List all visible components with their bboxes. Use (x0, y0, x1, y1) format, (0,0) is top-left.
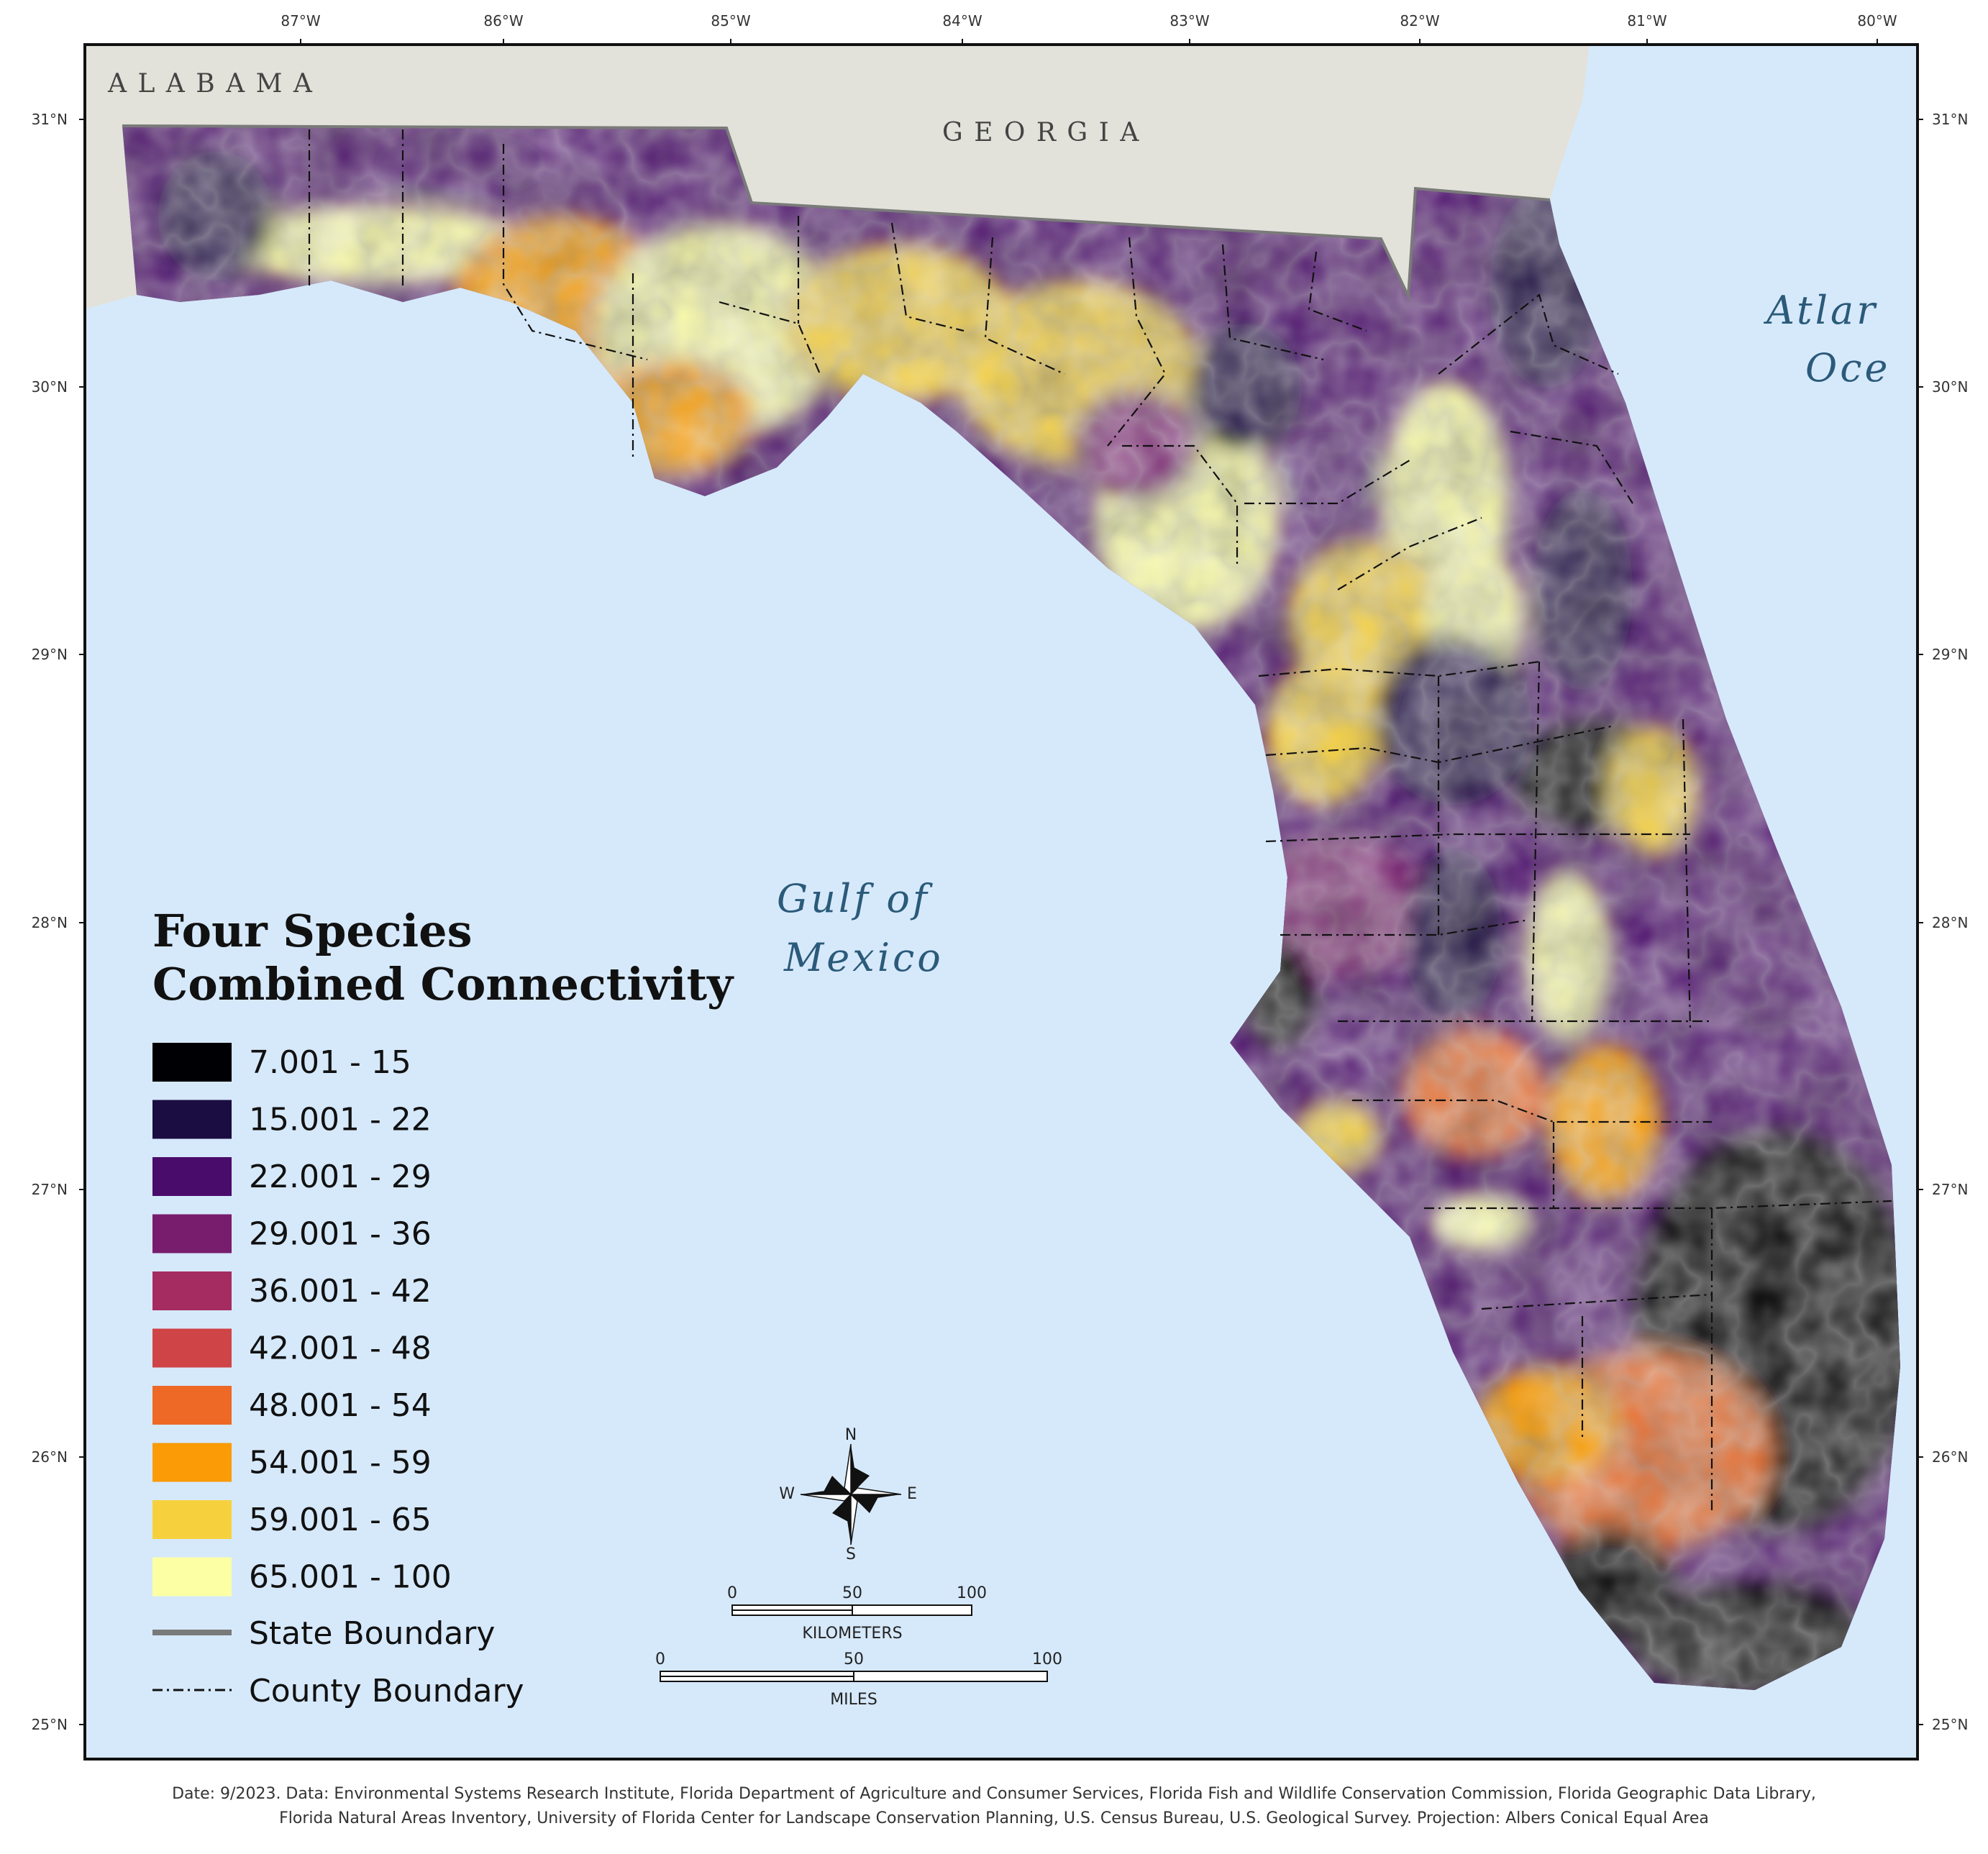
legend-swatch-1 (152, 1100, 232, 1139)
scale-km-0: 0 (727, 1584, 737, 1602)
legend-county-boundary-label: County Boundary (249, 1673, 524, 1709)
legend-class-label-6: 48.001 - 54 (249, 1387, 432, 1424)
state-boundary-line (122, 124, 1551, 302)
lon-label-85w: 85°W (711, 12, 750, 29)
legend-class-label-8: 59.001 - 65 (249, 1502, 432, 1538)
legend-class-label-7: 54.001 - 59 (249, 1445, 432, 1481)
compass-e: E (907, 1485, 917, 1503)
lat-label-31n-left: 31°N (32, 111, 68, 128)
credits-line-1: Date: 9/2023. Data: Environmental System… (172, 1785, 1816, 1803)
legend-class-label-2: 22.001 - 29 (249, 1159, 432, 1195)
lon-label-83w: 83°W (1169, 12, 1209, 29)
lon-label-82w: 82°W (1400, 12, 1439, 29)
lat-label-31n-right: 31°N (1932, 111, 1968, 128)
compass-n: N (845, 1426, 857, 1444)
lon-label-86w: 86°W (483, 12, 523, 29)
legend-swatch-9 (152, 1557, 232, 1597)
lat-label-29n-left: 29°N (32, 646, 68, 663)
lat-label-28n-left: 28°N (32, 914, 68, 931)
scale-mi-0: 0 (655, 1650, 665, 1668)
graticule-ticks (79, 39, 1923, 1725)
alabama-georgia-land (85, 45, 1590, 309)
county-boundaries (308, 129, 1892, 1510)
lat-label-28n-right: 28°N (1932, 914, 1968, 931)
scale-km-100: 100 (957, 1584, 987, 1602)
lat-label-25n-right: 25°N (1932, 1716, 1968, 1733)
compass-s: S (846, 1545, 856, 1563)
gulf-label-line2: Mexico (783, 935, 944, 980)
credits-line-2: Florida Natural Areas Inventory, Univers… (279, 1809, 1709, 1827)
scale-km-50: 50 (842, 1584, 862, 1602)
legend-swatch-4 (152, 1271, 232, 1310)
atlantic-label-line1: Atlar (1763, 288, 1878, 333)
scale-km-unit: KILOMETERS (802, 1625, 902, 1643)
lat-label-30n-right: 30°N (1932, 378, 1968, 396)
map-credits: Date: 9/2023. Data: Environmental System… (0, 1782, 1988, 1831)
legend-class-label-9: 65.001 - 100 (249, 1559, 452, 1596)
legend-class-label-4: 36.001 - 42 (249, 1273, 432, 1310)
legend-class-label-0: 7.001 - 15 (249, 1044, 411, 1081)
compass-rose: N S E W (779, 1426, 917, 1563)
lat-label-25n-left: 25°N (32, 1716, 68, 1733)
lon-label-81w: 81°W (1627, 12, 1666, 29)
legend-swatch-3 (152, 1214, 232, 1253)
alabama-label: A L A B A M A (107, 69, 314, 99)
legend-swatch-7 (152, 1443, 232, 1482)
scale-bar-km: 0 50 100 KILOMETERS (727, 1584, 987, 1643)
lon-label-80w: 80°W (1857, 12, 1897, 29)
lon-label-84w: 84°W (942, 12, 982, 29)
legend-class-label-3: 29.001 - 36 (249, 1216, 432, 1253)
map-frame (83, 43, 1919, 1761)
legend-swatch-6 (152, 1386, 232, 1425)
legend: Four Species Combined Connectivity 7.001… (152, 905, 734, 1709)
lat-label-26n-right: 26°N (1932, 1448, 1968, 1466)
lon-label-87w: 87°W (281, 12, 320, 29)
scale-mi-unit: MILES (830, 1691, 877, 1709)
georgia-label: G E O R G I A (942, 118, 1140, 147)
legend-swatch-2 (152, 1157, 232, 1196)
legend-swatch-5 (152, 1328, 232, 1368)
compass-w: W (779, 1485, 795, 1503)
lat-label-27n-left: 27°N (32, 1181, 68, 1198)
legend-class-label-5: 42.001 - 48 (249, 1330, 432, 1367)
lat-label-27n-right: 27°N (1932, 1181, 1968, 1198)
legend-title-line2: Combined Connectivity (152, 958, 734, 1010)
legend-class-label-1: 15.001 - 22 (249, 1102, 432, 1138)
legend-swatch-0 (152, 1043, 232, 1082)
lat-label-29n-right: 29°N (1932, 646, 1968, 663)
legend-swatch-8 (152, 1500, 232, 1539)
atlantic-label-line2: Oce (1805, 345, 1890, 391)
lat-label-26n-left: 26°N (32, 1448, 68, 1466)
scale-bar-mi: 0 50 100 MILES (655, 1650, 1062, 1709)
scale-mi-50: 50 (844, 1650, 864, 1668)
lat-label-30n-left: 30°N (32, 378, 68, 396)
legend-state-boundary-label: State Boundary (249, 1615, 495, 1652)
legend-title-line1: Four Species (152, 905, 473, 957)
gulf-label-line1: Gulf of (777, 876, 933, 921)
scale-mi-100: 100 (1032, 1650, 1062, 1668)
